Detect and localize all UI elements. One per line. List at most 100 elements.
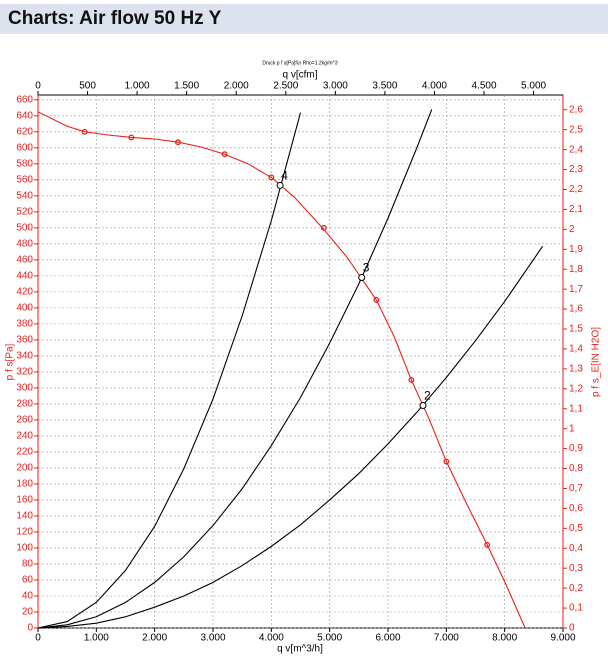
x-tick-label: 7.000 [434,633,459,644]
x2-tick-label: 2.000 [224,81,249,92]
operating-point [358,273,366,281]
x-tick-label: 5.000 [317,633,342,644]
operating-point-label: 3 [363,261,370,275]
x-tick-label: 1.000 [84,633,109,644]
y-tick-label: 640 [16,110,33,121]
plot-area [37,94,564,629]
y2-tick-label: 0,6 [569,503,583,514]
y-tick-label: 160 [16,495,33,506]
y-tick-label: 620 [16,126,33,137]
y2-tick-label: 0,9 [569,443,583,454]
data-marker [128,134,135,141]
x-tick-label: 4.000 [259,633,284,644]
y-tick-label: 400 [16,303,33,314]
x2-tick-label: 1.000 [125,81,150,92]
y-tick-label: 340 [16,351,33,362]
y-tick-label: 100 [16,543,33,554]
y2-tick-label: 1,7 [569,284,583,295]
y-tick-label: 120 [16,527,33,538]
operating-point [276,181,284,189]
y-tick-label: 140 [16,511,33,522]
y2-tick-label: 2,2 [569,184,583,195]
operating-point-label: 4 [281,169,288,183]
x-tick-label: 6.000 [375,633,400,644]
data-marker [443,458,450,465]
y-tick-label: 600 [16,142,33,153]
y2-tick-label: 1,6 [569,304,583,315]
y-tick-label: 240 [16,431,33,442]
data-marker [320,224,327,231]
y2-tick-label: 0,1 [569,603,583,614]
x2-tick-label: 3.000 [323,81,348,92]
page-title: Charts: Air flow 50 Hz Y [8,8,222,29]
y-tick-label: 80 [22,559,34,570]
x2-tick-label: 5.000 [521,81,546,92]
x2-tick-label: 3.500 [372,81,397,92]
y-tick-label: 440 [16,271,33,282]
y2-tick-label: 2,1 [569,204,583,215]
x2-axis-label: q v[cfm] [282,70,317,81]
y2-tick-label: 2,6 [569,104,583,115]
y-tick-label: 360 [16,335,33,346]
y-tick-label: 0 [27,623,33,634]
y-tick-label: 320 [16,367,33,378]
x-tick-label: 8.000 [492,633,517,644]
y2-tick-label: 0,3 [569,563,583,574]
y2-tick-label: 1,5 [569,324,583,335]
y2-tick-label: 2,4 [569,144,583,155]
data-marker [373,296,380,303]
x2-tick-label: 0 [35,81,41,92]
y2-axis-label: p f s_E[IN H2O] [591,327,602,397]
y2-tick-label: 0,4 [569,543,583,554]
y2-tick-label: 1,9 [569,244,583,255]
y-tick-label: 180 [16,479,33,490]
x-axis-label: q v[m^3/h] [277,644,323,655]
y-tick-label: 200 [16,463,33,474]
y-tick-label: 220 [16,447,33,458]
y2-tick-label: 0,2 [569,583,583,594]
x2-tick-label: 500 [79,81,96,92]
series-line [37,245,544,629]
y-tick-label: 480 [16,238,33,249]
y-tick-label: 60 [22,575,34,586]
y2-tick-label: 2 [569,224,575,235]
y-tick-label: 520 [16,206,33,217]
y2-tick-label: 2,5 [569,124,583,135]
y2-tick-label: 0,7 [569,483,583,494]
y2-tick-label: 0,8 [569,463,583,474]
y-tick-label: 580 [16,158,33,169]
x2-tick-label: 4.500 [471,81,496,92]
y2-tick-label: 1,1 [569,403,583,414]
y-tick-label: 280 [16,399,33,410]
y2-tick-label: 0 [569,623,575,634]
header-bar [0,4,608,34]
y-tick-label: 560 [16,174,33,185]
data-marker [175,139,181,146]
data-marker [484,541,491,548]
chart-subtitle: Druck p f a[Pa]für Rho=1.2kg/m^3 [262,60,338,66]
y2-tick-label: 1,8 [569,264,583,275]
y-tick-label: 460 [16,255,33,266]
y2-tick-label: 1 [569,423,575,434]
data-marker [268,174,275,181]
y-tick-label: 660 [16,94,33,105]
operating-point-label: 2 [424,389,431,403]
x-tick-label: 2.000 [142,633,167,644]
series-line [37,109,433,629]
operating-point [419,402,427,410]
y-tick-label: 540 [16,190,33,201]
series-line [37,112,302,629]
x-tick-label: 3.000 [200,633,225,644]
x2-tick-label: 1.500 [174,81,199,92]
data-marker [408,376,415,383]
y-tick-label: 300 [16,383,33,394]
y2-tick-label: 2,3 [569,164,583,175]
x2-tick-label: 2.500 [273,81,298,92]
x-tick-label: 0 [35,633,41,644]
y-tick-label: 420 [16,287,33,298]
y2-tick-label: 1,4 [569,344,583,355]
y-tick-label: 500 [16,222,33,233]
series-line [37,111,526,629]
